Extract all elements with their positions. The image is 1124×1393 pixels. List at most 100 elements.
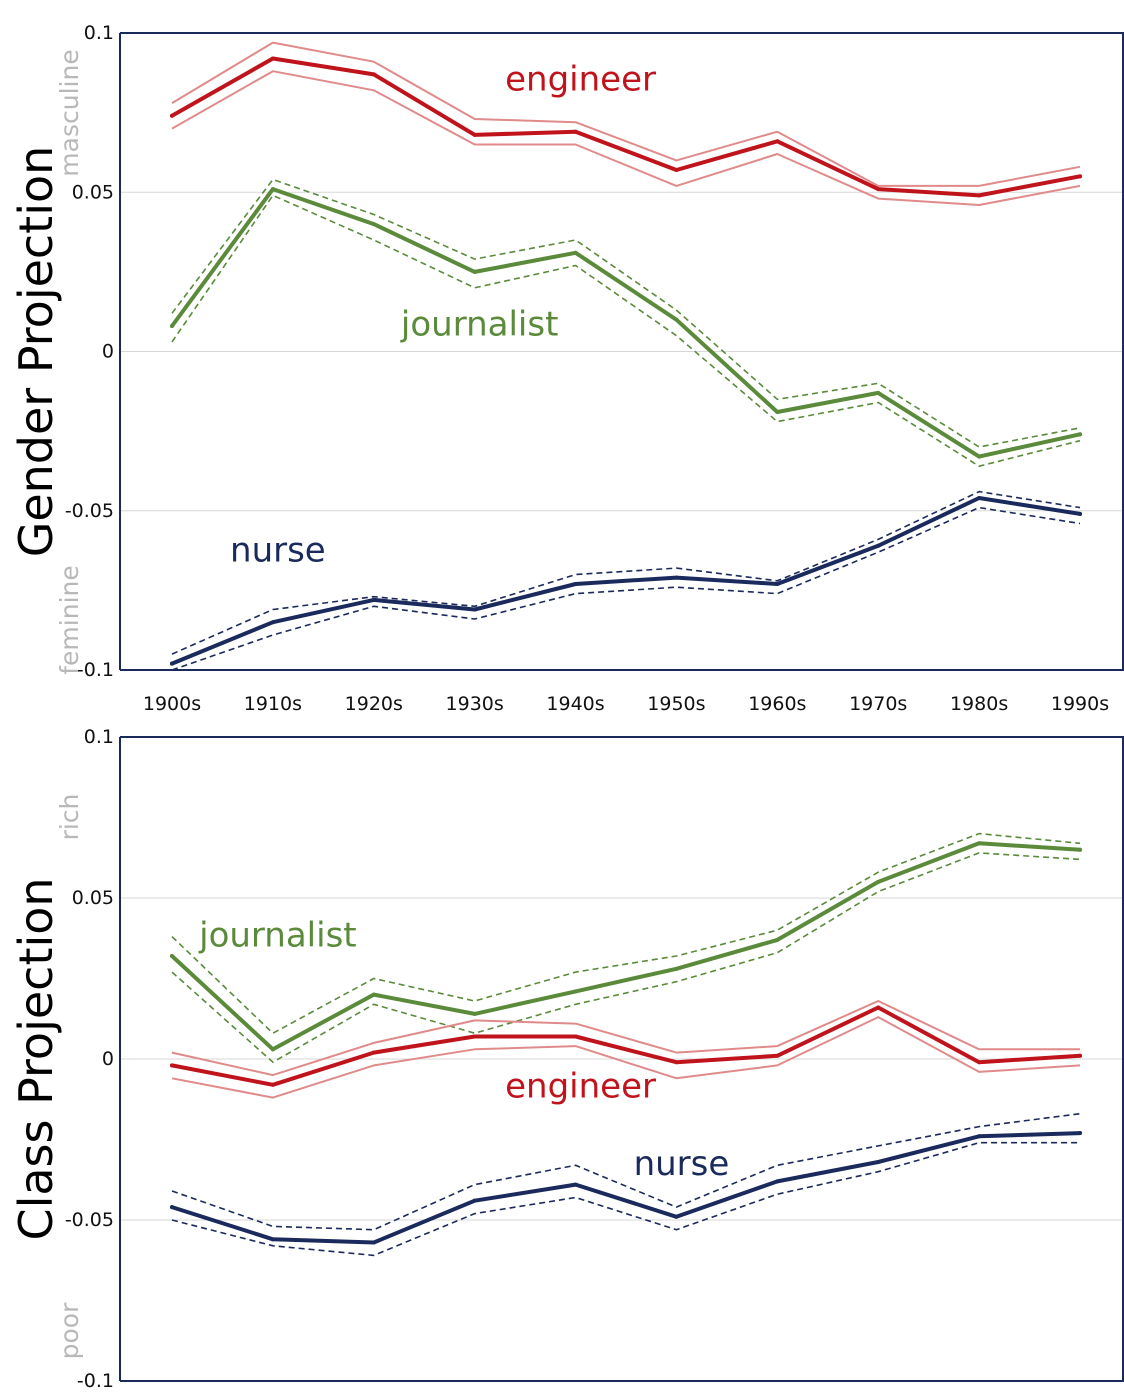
series-label-nurse: nurse <box>634 1144 730 1184</box>
data-point <box>876 1160 881 1165</box>
data-point <box>674 317 679 322</box>
series-label-journalist: journalist <box>400 305 559 345</box>
data-point <box>876 390 881 395</box>
data-point <box>674 575 679 580</box>
y-tick-label: 0 <box>102 341 114 363</box>
series-label-journalist: journalist <box>198 915 357 955</box>
data-point <box>270 620 275 625</box>
series-upper-bound-nurse <box>171 1112 1081 1231</box>
data-point <box>270 1047 275 1052</box>
data-point <box>170 1205 174 1210</box>
data-point <box>1078 511 1082 516</box>
data-point <box>775 410 780 415</box>
x-tick-label: 1940s <box>546 693 604 715</box>
x-tick-label: 1970s <box>849 693 907 715</box>
data-point <box>775 1179 780 1184</box>
data-point <box>371 597 376 602</box>
series-line-engineer <box>170 56 1082 198</box>
series-upper-bound-engineer <box>171 41 1081 187</box>
pole-label-bottom: poor <box>55 1302 84 1359</box>
pole-label-bottom: feminine <box>55 565 84 675</box>
series-nurse: nurse <box>170 490 1082 671</box>
y-tick-label: 0 <box>102 1048 114 1070</box>
data-point <box>674 966 679 971</box>
data-point <box>977 841 982 846</box>
series-engineer: engineer <box>170 1000 1082 1107</box>
data-point <box>1078 847 1082 852</box>
data-point <box>775 582 780 587</box>
y-tick-label: -0.05 <box>65 500 114 522</box>
x-tick-label: 1920s <box>345 693 403 715</box>
data-point <box>573 989 578 994</box>
data-point <box>270 56 275 61</box>
x-tick-label: 1990s <box>1051 693 1109 715</box>
data-point <box>371 1050 376 1055</box>
x-tick-label: 1960s <box>748 693 806 715</box>
series-lower-bound-nurse <box>171 1141 1080 1257</box>
series-upper-bound-journalist <box>171 178 1081 448</box>
data-point <box>977 454 982 459</box>
data-point <box>876 543 881 548</box>
data-point <box>573 1182 578 1187</box>
series-upper-bound-engineer <box>171 1000 1080 1077</box>
data-point <box>573 1034 578 1039</box>
data-point <box>876 187 881 192</box>
data-point <box>472 607 477 612</box>
series-lower-bound-journalist <box>171 194 1081 468</box>
series-line-journalist <box>170 187 1082 459</box>
data-point <box>472 1198 477 1203</box>
y-tick-label: -0.05 <box>65 1209 114 1231</box>
series-engineer: engineer <box>170 41 1082 206</box>
y-axis-title: Class Projection <box>9 877 63 1240</box>
data-point <box>270 187 275 192</box>
pole-label-top: masculine <box>55 49 84 176</box>
series-lower-bound-engineer <box>171 1016 1081 1099</box>
data-point <box>674 1060 679 1065</box>
series-upper-bound-journalist <box>171 832 1081 1034</box>
series-line-nurse <box>170 496 1082 666</box>
y-tick-label: 0.1 <box>84 22 114 44</box>
series-upper-bound-nurse <box>171 490 1081 655</box>
series-line-nurse <box>170 1131 1082 1245</box>
data-point <box>573 582 578 587</box>
series-journalist: journalist <box>170 832 1082 1063</box>
chart-panel-2: 0.1 0.05 0 -0.05 -0.1 Class Projection rich poo… <box>9 726 1124 1392</box>
data-point <box>170 661 174 666</box>
data-point <box>775 1053 780 1058</box>
series-lower-bound-journalist <box>171 852 1081 1063</box>
series-line-engineer <box>170 1005 1082 1087</box>
series-journalist: journalist <box>170 178 1082 468</box>
data-point <box>1078 1053 1082 1058</box>
data-point <box>775 937 780 942</box>
data-point <box>270 1082 275 1087</box>
y-tick-label: -0.1 <box>77 1370 114 1392</box>
data-point <box>1078 432 1082 437</box>
y-tick-label: 0.1 <box>84 726 114 748</box>
x-tick-label: 1910s <box>244 693 302 715</box>
series-label-engineer: engineer <box>505 1067 656 1107</box>
x-tick-label: 1980s <box>950 693 1008 715</box>
series-nurse: nurse <box>170 1112 1082 1257</box>
data-point <box>775 139 780 144</box>
data-point <box>674 1214 679 1219</box>
x-tick-label: 1950s <box>647 693 705 715</box>
data-point <box>371 992 376 997</box>
data-point <box>573 129 578 134</box>
data-point <box>674 167 679 172</box>
data-point <box>472 1011 477 1016</box>
data-point <box>472 269 477 274</box>
data-point <box>472 132 477 137</box>
data-point <box>977 193 982 198</box>
data-point <box>371 222 376 227</box>
series-line-journalist <box>170 841 1082 1052</box>
data-point <box>170 113 174 118</box>
series-label-nurse: nurse <box>230 531 326 571</box>
series-lower-bound-nurse <box>171 506 1081 671</box>
x-tick-label: 1900s <box>143 693 201 715</box>
chart-panel-1: 0.1 0.05 0 -0.05 -0.1 1900s 1910s 1920s 1930s 194… <box>9 22 1124 715</box>
series-label-engineer: engineer <box>505 59 656 99</box>
data-point <box>472 1034 477 1039</box>
data-point <box>170 1063 174 1068</box>
data-point <box>876 879 881 884</box>
